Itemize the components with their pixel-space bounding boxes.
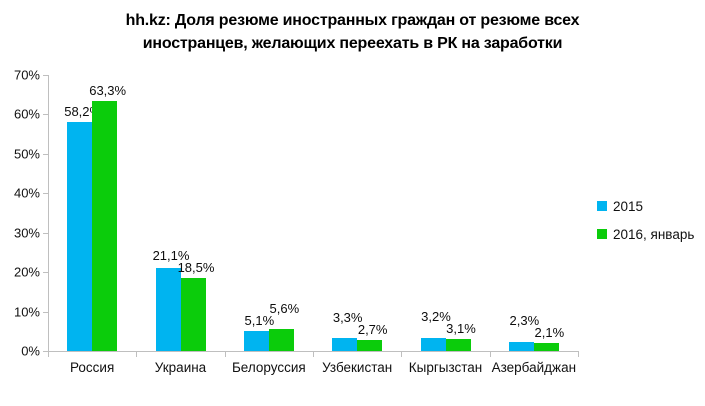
y-axis-tick-label: 70% [13,67,40,83]
x-axis-tick [490,352,491,357]
y-axis-tick [43,154,48,155]
bar-value-label: 58,2% [64,103,102,119]
legend-swatch-icon [597,229,607,239]
x-axis-tick [578,352,579,357]
bar-series1-cat0 [92,101,118,351]
y-axis-tick [43,114,48,115]
legend-swatch-icon [597,201,607,211]
bar-series0-cat0 [67,121,93,351]
legend-item-1: 2016, январь [597,226,694,242]
y-axis-tick [43,312,48,313]
bar-value-label: 5,6% [269,300,300,316]
x-axis-tick [313,352,314,357]
y-axis-tick [43,351,48,352]
legend-label: 2016, январь [613,226,695,242]
y-axis-tick-label: 20% [13,264,40,280]
bar-series1-cat3 [357,340,383,351]
bar-series0-cat3 [332,337,358,351]
chart-title: hh.kz: Доля резюме иностранных граждан о… [0,9,705,55]
y-axis-tick-label: 30% [13,225,40,241]
bar-series0-cat1 [155,267,181,351]
x-category-label: Азербайджан [491,360,577,375]
x-category-label: Узбекистан [322,360,393,375]
bar-value-label: 18,5% [177,260,215,276]
bar-value-label: 3,2% [421,308,451,324]
y-axis-tick [43,193,48,194]
x-axis-tick [48,352,49,357]
y-axis-tick-label: 60% [13,106,40,122]
x-axis-tick [136,352,137,357]
bar-series0-cat4 [420,338,446,351]
legend-label: 2015 [613,198,644,214]
legend-item-0: 2015 [597,198,694,214]
x-category-label: Украина [154,360,207,375]
bar-series0-cat2 [243,330,269,351]
bar-series1-cat5 [533,342,559,351]
chart-title-line-2: иностранцев, желающих переехать в РК на … [142,35,563,52]
x-axis-tick [401,352,402,357]
bar-value-label: 5,1% [244,312,275,328]
y-axis-tick [43,233,48,234]
x-category-label: Кыргызстан [408,360,483,375]
bar-series1-cat4 [445,338,471,351]
bar-series1-cat2 [268,328,294,351]
y-axis-tick [43,75,48,76]
y-axis-line [48,75,49,352]
bar-value-label: 2,1% [534,324,565,340]
y-axis-tick-label: 10% [13,304,40,320]
bar-value-label: 3,1% [446,320,476,336]
x-axis-tick [225,352,226,357]
y-axis-tick-label: 0% [21,343,40,359]
x-category-label: Белоруссия [231,360,306,375]
bar-series1-cat1 [180,278,206,351]
legend: 2015 2016, январь [597,198,694,254]
y-axis-tick-label: 50% [13,146,40,162]
bar-series0-cat5 [508,341,534,351]
bar-value-label: 3,3% [332,310,363,326]
bar-value-label: 21,1% [152,248,190,264]
chart-title-line-1: hh.kz: Доля резюме иностранных граждан о… [125,12,580,29]
bar-value-label: 2,3% [509,312,540,328]
bar-value-label: 2,7% [357,322,388,338]
y-axis-tick [43,272,48,273]
y-axis-tick-label: 40% [13,185,40,201]
x-category-label: Россия [70,360,115,375]
bar-value-label: 63,3% [89,83,127,99]
x-axis-line [48,351,579,352]
